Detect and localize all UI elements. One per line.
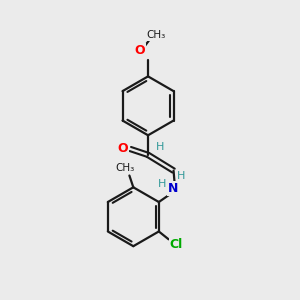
Text: CH₃: CH₃	[116, 163, 135, 173]
Text: H: H	[177, 172, 186, 182]
Text: H: H	[158, 179, 166, 189]
Text: Cl: Cl	[170, 238, 183, 251]
Text: CH₃: CH₃	[146, 30, 166, 40]
Text: O: O	[135, 44, 146, 57]
Text: O: O	[117, 142, 128, 154]
Text: N: N	[168, 182, 179, 195]
Text: H: H	[156, 142, 164, 152]
